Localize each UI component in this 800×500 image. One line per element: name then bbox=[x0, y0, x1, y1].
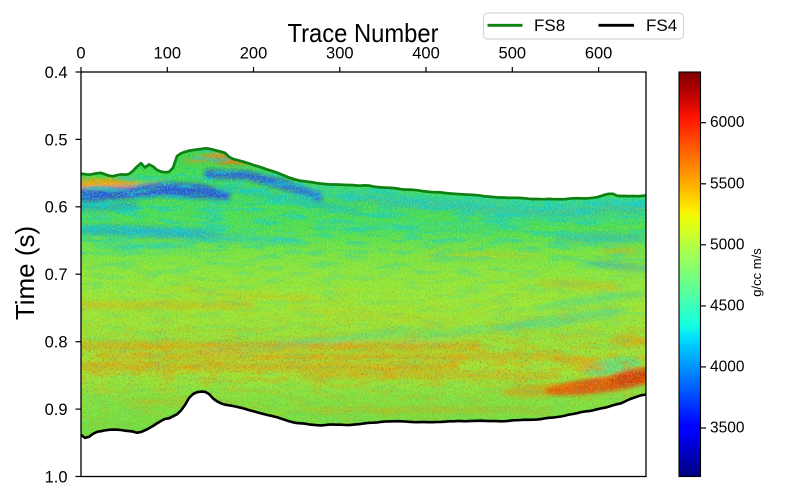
svg-text:0: 0 bbox=[76, 44, 85, 62]
svg-text:1.0: 1.0 bbox=[45, 468, 68, 486]
svg-text:0.7: 0.7 bbox=[45, 266, 68, 284]
svg-text:600: 600 bbox=[585, 44, 613, 62]
svg-text:5500: 5500 bbox=[710, 175, 745, 192]
svg-text:0.9: 0.9 bbox=[45, 401, 68, 419]
svg-text:200: 200 bbox=[240, 44, 268, 62]
svg-text:FS8: FS8 bbox=[534, 16, 565, 35]
svg-text:100: 100 bbox=[154, 44, 182, 62]
svg-text:g/cc m/s: g/cc m/s bbox=[749, 248, 764, 297]
svg-text:400: 400 bbox=[412, 44, 440, 62]
svg-text:Time (s): Time (s) bbox=[10, 226, 40, 320]
svg-text:FS4: FS4 bbox=[646, 16, 677, 35]
svg-text:3500: 3500 bbox=[710, 420, 745, 437]
svg-text:0.5: 0.5 bbox=[45, 131, 68, 149]
svg-text:Trace Number: Trace Number bbox=[288, 18, 439, 48]
svg-text:4000: 4000 bbox=[710, 358, 745, 375]
svg-text:0.8: 0.8 bbox=[45, 334, 68, 352]
svg-text:0.6: 0.6 bbox=[45, 199, 68, 217]
svg-text:500: 500 bbox=[499, 44, 527, 62]
svg-text:0.4: 0.4 bbox=[45, 64, 68, 82]
svg-text:6000: 6000 bbox=[710, 114, 745, 131]
svg-text:4500: 4500 bbox=[710, 297, 745, 314]
svg-text:300: 300 bbox=[326, 44, 354, 62]
svg-text:5000: 5000 bbox=[710, 236, 745, 253]
